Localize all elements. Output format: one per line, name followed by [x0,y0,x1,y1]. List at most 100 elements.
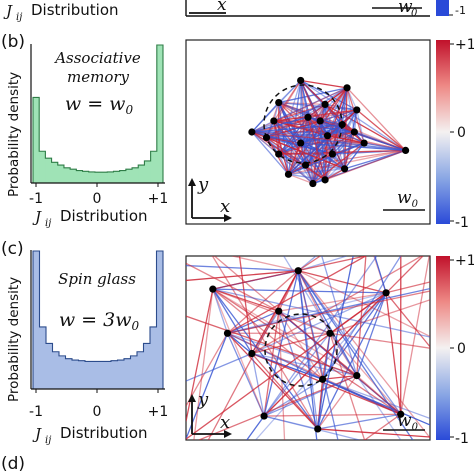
network-edge [227,332,323,380]
network-node [321,176,329,184]
network-edge [278,311,286,440]
hist-b-equation: w = w0 [65,93,134,117]
network-edge [298,270,387,294]
hist-bar [51,162,59,183]
hist-b-annotation-1: Associative [53,49,141,67]
network-edge [251,131,289,175]
svg-text:J: J [32,208,42,226]
net-b-cbar-top: +1 [455,37,474,53]
top-strip-label: Distribution [31,1,119,19]
network-edge [288,173,326,181]
hist-bar [59,355,66,389]
network-edge [312,124,343,184]
hist-c-tick-pos: +1 [148,404,169,420]
hist-c-equation: w = 3w0 [59,309,140,333]
network-edge [251,352,401,415]
network-node [319,375,327,383]
network-edge [305,149,406,166]
network-edge [251,131,406,152]
network-edge [212,288,253,354]
hist-bar [156,45,164,183]
network-edge [300,79,348,89]
network-node [321,100,329,108]
network-edge [356,256,367,376]
network-edge [300,117,309,144]
network-edge [374,256,387,293]
network-edge [186,333,229,440]
hist-bar [78,360,86,389]
network-node [353,372,361,380]
hist-bar [33,97,40,183]
network-edge [263,332,331,417]
network-edge [400,256,430,415]
network-edge [356,109,407,151]
hist-bar [57,165,65,183]
network-edge [297,270,414,440]
network-node [353,106,361,114]
network-edge [324,104,329,136]
network-edge [324,103,357,111]
network-edge [212,288,324,380]
hist-b-tick-zero: 0 [93,191,102,207]
network-edge [186,292,387,440]
network-edge [238,256,253,354]
hist-bar [39,151,46,183]
net-b-cbar-mid: 0 [457,125,466,141]
network-edge [329,332,430,349]
network-node [294,267,302,275]
svg-text:ij: ij [45,218,51,229]
top-axis-x: x [217,0,227,15]
network-edge [186,315,358,377]
network-edge [251,256,422,355]
network-edge [307,116,328,137]
hist-bar [98,361,105,389]
network-edge [297,256,321,272]
network-edge [300,142,406,152]
network-edge [324,168,345,181]
net-b-nodes [248,76,410,188]
hist-bar [101,172,108,183]
hist-bar [85,361,92,389]
network-edge [288,149,406,175]
network-node [328,150,336,158]
hist-b-tick-neg: -1 [29,191,43,207]
network-edge [227,292,387,334]
hist-bar [132,167,139,183]
hist-outline [32,44,164,183]
network-edge [232,256,299,272]
network-node [262,133,271,142]
net-c-axis-x: x [220,412,230,433]
hist-bar [144,160,152,183]
network-node [260,412,268,420]
hist-bar [46,343,53,389]
network-node [270,117,278,125]
hist-bar [138,165,145,183]
network-edge [212,288,331,334]
network-node [284,170,293,178]
network-edge [273,116,309,122]
hist-bar [52,351,60,389]
network-edge [212,288,358,377]
hist-bar [45,158,52,183]
network-edge [287,120,321,175]
network-edge [312,131,355,184]
network-edge [288,173,314,185]
hist-bar [33,251,40,389]
network-edge [300,87,348,144]
network-edge [329,299,430,334]
network-edge [278,101,343,126]
network-edge [317,375,358,430]
hist-bar [91,361,99,389]
network-edge [251,120,275,133]
network-edge [297,270,430,439]
network-edge [307,116,346,170]
network-node [209,285,217,293]
network-node [382,289,390,297]
network-node [309,179,317,188]
hist-c-xlabel: Distribution [60,424,148,442]
top-scale-label: w [398,0,413,17]
hist-b-tick-pos: +1 [148,191,169,207]
network-edge [356,292,387,376]
net-c-colorbar [436,256,450,440]
